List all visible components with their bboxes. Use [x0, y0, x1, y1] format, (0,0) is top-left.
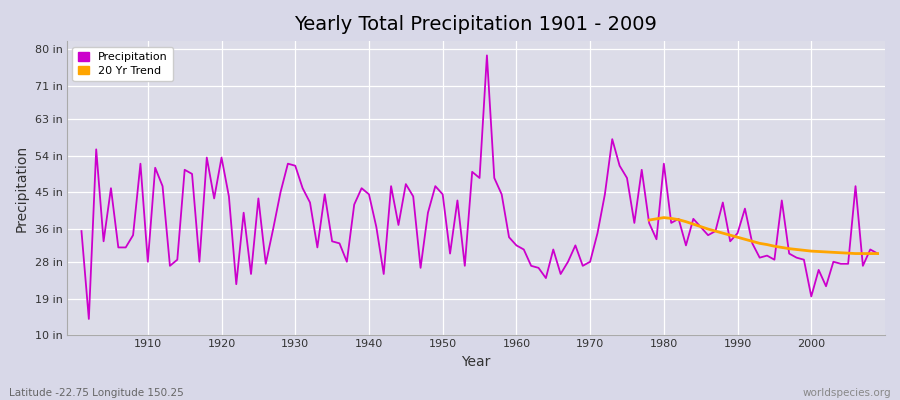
20 Yr Trend [791, 247, 802, 252]
20 Yr Trend [733, 235, 743, 240]
Text: worldspecies.org: worldspecies.org [803, 388, 891, 398]
20 Yr Trend [754, 241, 765, 246]
Precipitation [482, 53, 492, 58]
20 Yr Trend [850, 251, 861, 256]
20 Yr Trend [673, 217, 684, 222]
20 Yr Trend [747, 239, 758, 244]
Title: Yearly Total Precipitation 1901 - 2009: Yearly Total Precipitation 1901 - 2009 [294, 15, 657, 34]
20 Yr Trend [858, 251, 868, 256]
20 Yr Trend [651, 216, 661, 221]
Text: Latitude -22.75 Longitude 150.25: Latitude -22.75 Longitude 150.25 [9, 388, 184, 398]
20 Yr Trend [814, 249, 824, 254]
20 Yr Trend [842, 251, 853, 256]
20 Yr Trend [696, 224, 706, 229]
20 Yr Trend [798, 248, 809, 253]
20 Yr Trend [784, 246, 795, 251]
20 Yr Trend [835, 250, 846, 255]
20 Yr Trend [724, 233, 735, 238]
20 Yr Trend [666, 216, 677, 221]
X-axis label: Year: Year [461, 355, 491, 369]
Precipitation [142, 259, 153, 264]
20 Yr Trend [659, 215, 670, 220]
Precipitation [526, 264, 536, 268]
20 Yr Trend [769, 244, 779, 249]
Precipitation [349, 202, 360, 207]
Line: 20 Yr Trend: 20 Yr Trend [649, 218, 878, 254]
Y-axis label: Precipitation: Precipitation [15, 145, 29, 232]
Precipitation [76, 229, 87, 234]
20 Yr Trend [717, 231, 728, 236]
Precipitation [304, 200, 315, 205]
20 Yr Trend [806, 249, 816, 254]
20 Yr Trend [740, 237, 751, 242]
20 Yr Trend [680, 219, 691, 224]
20 Yr Trend [872, 251, 883, 256]
20 Yr Trend [644, 218, 654, 222]
Precipitation [872, 251, 883, 256]
20 Yr Trend [828, 250, 839, 255]
20 Yr Trend [821, 250, 832, 254]
Precipitation [518, 247, 529, 252]
Legend: Precipitation, 20 Yr Trend: Precipitation, 20 Yr Trend [72, 47, 173, 81]
20 Yr Trend [710, 229, 721, 234]
Line: Precipitation: Precipitation [82, 56, 878, 319]
Precipitation [84, 316, 94, 321]
20 Yr Trend [761, 242, 772, 247]
20 Yr Trend [703, 227, 714, 232]
20 Yr Trend [688, 222, 698, 226]
20 Yr Trend [777, 245, 788, 250]
Precipitation [614, 163, 625, 168]
20 Yr Trend [865, 251, 876, 256]
